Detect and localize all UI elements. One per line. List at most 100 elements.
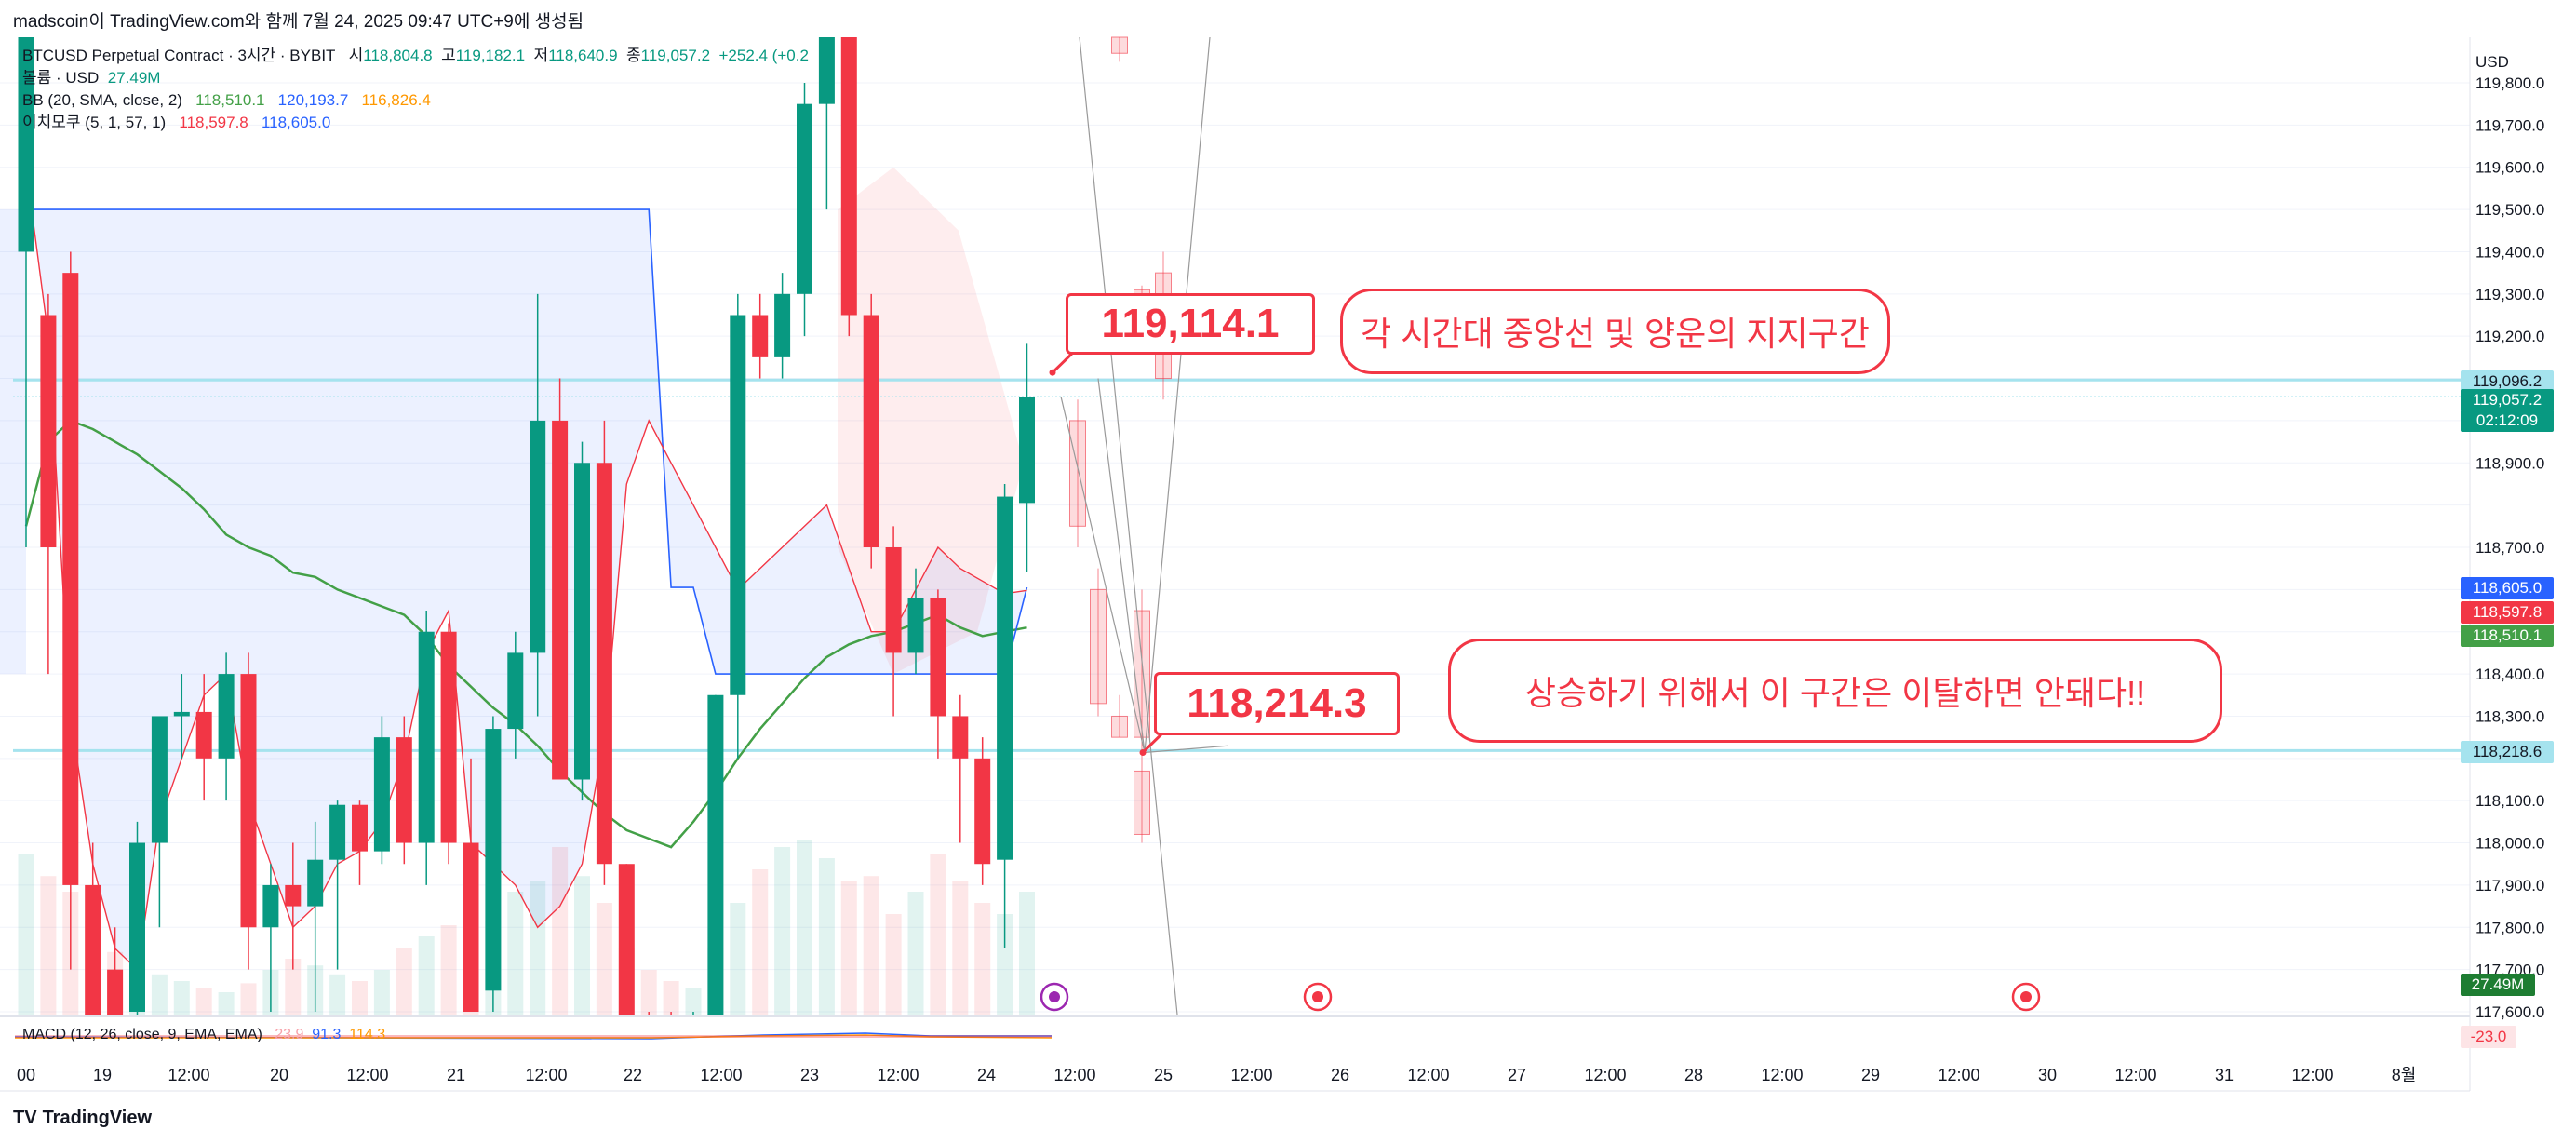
event-marker-dot [1312,991,1323,1002]
x-tick-label: 31 [2215,1066,2234,1084]
volume-bar [151,974,168,1015]
cloud-fill [26,167,1027,970]
candle-body [530,420,546,653]
candle-body [173,711,190,717]
high-label: 고 [441,47,456,64]
volume-bar [218,992,235,1015]
volume-bar [373,970,390,1015]
candle-body [885,547,902,653]
x-tick-label: 25 [1154,1066,1173,1084]
candle-body [151,716,168,843]
x-tick-label: 29 [1861,1066,1880,1084]
ichimoku-a-line [25,167,1027,972]
chart-legend: BTCUSD Perpetual Contract · 3시간 · BYBIT … [22,45,809,134]
y-tick-label: 118,700.0 [2475,539,2544,557]
volume-bar [440,925,457,1015]
candle-body [707,694,724,1015]
volume-bar [352,981,368,1015]
volume-bar [863,876,879,1015]
candle-body [396,737,412,843]
y-tick-label: 119,500.0 [2475,201,2544,219]
close-label: 종 [626,47,641,64]
x-tick-label: 12:00 [1407,1066,1449,1084]
x-tick-label: 30 [2038,1066,2057,1084]
price-label-ichimoku-b: 118,605.0 [2461,577,2554,599]
x-tick-label: 20 [270,1066,288,1084]
y-tick-label: 118,100.0 [2475,792,2544,810]
x-tick-label: 12:00 [168,1066,209,1084]
event-marker-dot [1049,991,1060,1002]
event-markers[interactable] [1040,982,2041,1012]
low-value: 118,640.9 [548,47,618,64]
volume-label: 볼륨 · USD [22,69,100,87]
volume-bar [774,847,791,1015]
volume-bar [574,876,590,1015]
ichimoku-cloud [0,167,1027,970]
projected-candle-body [1069,420,1086,527]
volume-bar [396,948,412,1015]
y-tick-label: 117,900.0 [2475,877,2544,894]
bb-lower-value: 116,826.4 [361,91,431,109]
volume-bar [797,840,812,1015]
macd-legend: MACD (12, 26, close, 9, EMA, EMA) 23.9 9… [22,1027,385,1043]
price-label-macd: -23.0 [2461,1026,2516,1048]
projection-path-line [1079,36,1178,1015]
x-tick-label: 24 [977,1066,996,1084]
macd-histogram [15,1035,1052,1038]
change-value: +252.4 (+0.2 [718,47,809,64]
us-flag-event-icon[interactable] [2011,982,2041,1012]
projected-candle-body [1111,36,1128,54]
candle-body [930,598,946,717]
macd-signal-line [15,1034,1053,1039]
lower-price-callout[interactable]: 118,214.3 [1154,672,1400,735]
legend-bb-row: BB (20, SMA, close, 2) 118,510.1 120,193… [22,89,809,112]
candle-body [85,884,101,1015]
candle-body [840,37,857,316]
x-tick-label: 12:00 [525,1066,567,1084]
candle-body [818,37,835,104]
x-tick-label: 27 [1508,1066,1526,1084]
tradingview-logo-icon: TV [13,1108,37,1128]
projected-path [1049,36,1229,1015]
candle-body [863,315,879,547]
attribution-header: madscoin이 TradingView.com와 함께 7월 24, 202… [0,0,2576,37]
volume-bar [507,892,524,1015]
bb-mid-line [24,419,1027,849]
candle-body [62,273,79,885]
x-tick-label: 12:00 [346,1066,388,1084]
upper-note-callout[interactable]: 각 시간대 중앙선 및 양운의 지지구간 [1340,289,1890,374]
candle-body [218,674,235,759]
x-tick-label: 28 [1684,1066,1703,1084]
ichimoku-a-value: 118,597.8 [179,114,248,131]
upper-price-callout[interactable]: 119,114.1 [1066,293,1315,355]
axes: USD 119,800.0 119,700.0 119,600.0 119,500.0 1… [17,37,2544,1091]
volume-bar [974,903,991,1015]
x-tick-label: 12:00 [2114,1066,2156,1084]
macd-value-3: 114.3 [349,1027,386,1042]
currency-label: USD [2475,53,2509,71]
volume-bar [885,914,902,1015]
bb-mid-value: 118,510.1 [195,91,265,109]
tradingview-logo[interactable]: TV TradingView [13,1108,152,1129]
lightning-event-icon[interactable] [1040,982,1069,1012]
candle-body [552,420,569,780]
x-tick-label: 12:00 [1584,1066,1626,1084]
us-flag-event-icon[interactable] [1303,982,1333,1012]
price-label-bb-mid: 118,510.1 [2461,625,2554,647]
y-tick-label: 118,900.0 [2475,454,2544,472]
y-tick-label: 119,400.0 [2475,243,2544,261]
event-marker-dot [2020,991,2032,1002]
volume-bar [18,854,34,1015]
volume-bar [596,903,612,1015]
x-tick-label: 12:00 [1053,1066,1095,1084]
legend-ichimoku-row: 이치모쿠 (5, 1, 57, 1) 118,597.8 118,605.0 [22,112,809,134]
volume-bar [640,970,657,1015]
candle-body [797,103,812,294]
candle-body [463,842,479,1012]
x-tick-label: 26 [1331,1066,1349,1084]
candle-body [774,293,791,357]
candle-body [129,842,145,1012]
lower-note-callout[interactable]: 상승하기 위해서 이 구간은 이탈하면 안돼다!! [1448,639,2222,743]
macd-value-2: 91.3 [312,1027,342,1042]
